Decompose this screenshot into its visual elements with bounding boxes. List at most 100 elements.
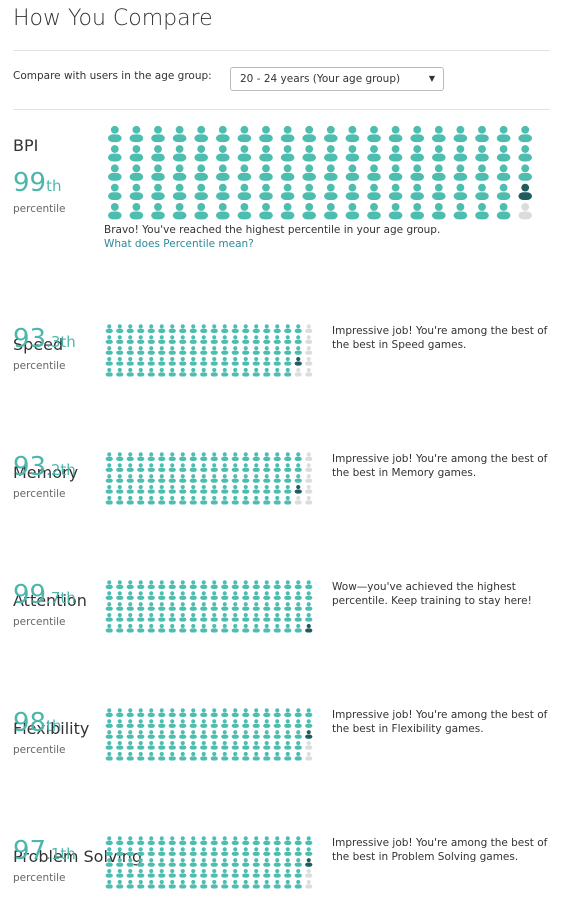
person-icon — [129, 203, 144, 220]
person-icon — [221, 485, 229, 494]
person-icon — [263, 847, 271, 856]
value-number: 99 — [13, 168, 47, 198]
person-icon — [259, 183, 273, 201]
person-icon — [284, 357, 292, 366]
person-icon — [210, 751, 218, 761]
person-icon — [158, 730, 166, 739]
person-icon — [116, 452, 124, 461]
person-icon — [302, 145, 316, 162]
person-icon — [294, 708, 302, 717]
person-icon — [126, 324, 134, 333]
person-icon — [273, 580, 281, 589]
person-icon — [280, 183, 295, 201]
person-icon — [231, 858, 239, 867]
person-icon — [168, 602, 176, 611]
person-icon — [158, 708, 166, 717]
person-icon — [172, 203, 187, 220]
person-icon — [126, 623, 134, 633]
person-icon — [116, 346, 124, 355]
person-icon — [189, 879, 197, 889]
person-icon — [126, 335, 134, 344]
person-icon — [252, 836, 260, 845]
person-icon — [259, 145, 273, 162]
person-icon — [305, 836, 313, 845]
person-icon — [231, 495, 239, 505]
person-icon — [105, 751, 113, 761]
person-icon — [189, 474, 197, 483]
person-icon — [158, 495, 166, 505]
person-icon — [237, 145, 252, 162]
person-icon — [221, 474, 229, 483]
person-icon — [210, 879, 218, 889]
person-icon — [105, 324, 113, 333]
person-icon — [116, 335, 124, 344]
person-icon — [168, 580, 176, 589]
person-icon — [137, 623, 145, 633]
person-icon — [221, 847, 229, 856]
person-icon — [189, 485, 197, 494]
person-icon — [284, 836, 292, 845]
person-icon — [221, 623, 229, 633]
person-icon — [284, 858, 292, 867]
person-icon — [216, 183, 230, 201]
person-icon — [294, 741, 302, 750]
person-icon — [324, 125, 338, 143]
person-icon — [194, 164, 208, 181]
person-icon — [200, 485, 208, 494]
percentile-link[interactable]: What does Percentile mean? — [104, 238, 254, 250]
person-icon — [179, 836, 187, 845]
person-icon — [179, 858, 187, 867]
person-icon — [137, 591, 145, 600]
person-icon — [189, 335, 197, 344]
value-suffix: th — [46, 177, 62, 195]
person-icon — [116, 869, 124, 878]
person-icon — [105, 580, 113, 589]
person-icon — [189, 580, 197, 589]
person-icon — [137, 335, 145, 344]
age-group-select[interactable]: 20 - 24 years (Your age group) ▼ — [230, 67, 444, 91]
person-icon — [231, 847, 239, 856]
person-icon — [200, 367, 208, 377]
person-icon — [129, 145, 144, 162]
person-icon — [284, 485, 292, 494]
person-icon — [168, 869, 176, 878]
person-icon — [453, 183, 468, 201]
person-icon — [147, 719, 155, 728]
person-icon — [116, 719, 124, 728]
person-icon — [284, 367, 292, 377]
person-icon — [179, 730, 187, 739]
person-icon — [263, 741, 271, 750]
person-icon — [116, 495, 124, 505]
section-message: Bravo! You've reached the highest percen… — [104, 224, 441, 236]
value-number: 97.1 — [13, 836, 61, 866]
person-icon — [252, 591, 260, 600]
person-icon — [453, 203, 468, 220]
person-icon — [210, 741, 218, 750]
person-icon — [129, 164, 144, 181]
person-icon — [294, 879, 302, 889]
person-icon — [273, 730, 281, 739]
person-icon — [137, 741, 145, 750]
person-icon — [179, 452, 187, 461]
person-icon — [280, 125, 295, 143]
person-icon — [179, 485, 187, 494]
person-icon — [237, 203, 252, 220]
person-icon — [189, 495, 197, 505]
person-icon — [273, 836, 281, 845]
person-icon — [189, 719, 197, 728]
person-icon — [273, 858, 281, 867]
person-icon — [151, 203, 165, 220]
person-icon — [294, 613, 302, 622]
person-icon — [200, 591, 208, 600]
person-icon — [116, 847, 124, 856]
person-icon — [263, 591, 271, 600]
person-icon — [189, 708, 197, 717]
person-icon — [231, 452, 239, 461]
person-icon — [252, 623, 260, 633]
person-icon — [231, 335, 239, 344]
percentile-unit: percentile — [13, 360, 66, 372]
person-icon — [453, 164, 468, 181]
value-suffix: th — [46, 717, 62, 735]
person-icon — [194, 203, 208, 220]
